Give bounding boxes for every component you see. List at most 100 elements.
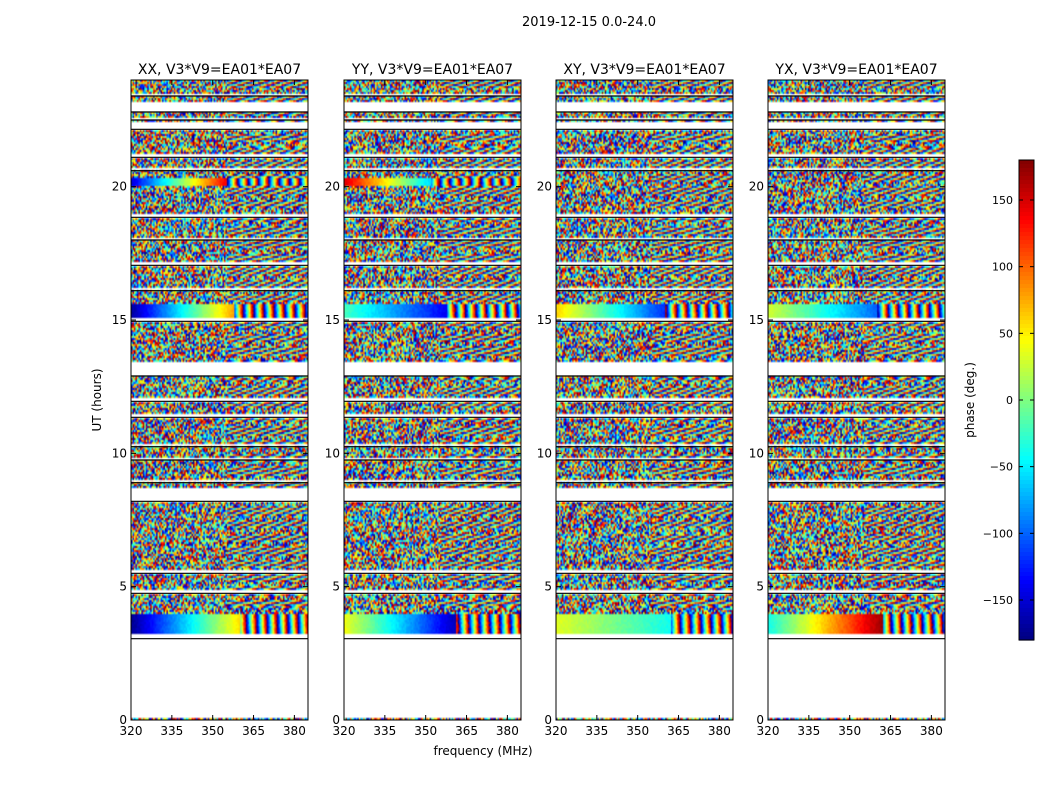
panel-2-ytick-label-0: 0 bbox=[332, 713, 340, 727]
colorbar-segment-4 bbox=[1019, 176, 1034, 181]
colorbar: 150 100 50 0 −50 −100 −150 bbox=[983, 159, 1035, 641]
colorbar-segment-117 bbox=[1019, 628, 1034, 633]
colorbar-segment-3 bbox=[1019, 172, 1034, 177]
panel-3: XY, V3*V9=EA01*EA07 320 335 350 365 380 0 5 10 15… bbox=[537, 62, 734, 738]
colorbar-segment-104 bbox=[1019, 576, 1034, 581]
panel-4-xtick-label-365: 365 bbox=[879, 724, 902, 738]
panel-1-ytick-label-15: 15 bbox=[112, 313, 127, 327]
colorbar-segment-81 bbox=[1019, 484, 1034, 489]
panel-2-ytick-label-5: 5 bbox=[332, 580, 340, 594]
colorbar-segment-94 bbox=[1019, 536, 1034, 541]
colorbar-segment-108 bbox=[1019, 592, 1034, 597]
colorbar-segment-43 bbox=[1019, 332, 1034, 337]
colorbar-tick-label--150: −150 bbox=[983, 594, 1013, 607]
colorbar-segment-62 bbox=[1019, 408, 1034, 413]
colorbar-segment-109 bbox=[1019, 596, 1034, 601]
panel-4-ytick-label-5: 5 bbox=[756, 580, 764, 594]
colorbar-segment-85 bbox=[1019, 500, 1034, 505]
colorbar-segment-80 bbox=[1019, 480, 1034, 485]
colorbar-segment-113 bbox=[1019, 612, 1034, 617]
colorbar-segment-26 bbox=[1019, 264, 1034, 269]
panel-3-xtick-label-320: 320 bbox=[545, 724, 568, 738]
colorbar-segment-78 bbox=[1019, 472, 1034, 477]
colorbar-segment-60 bbox=[1019, 400, 1034, 405]
panel-1-xtick-label-365: 365 bbox=[242, 724, 265, 738]
colorbar-segment-47 bbox=[1019, 348, 1034, 353]
colorbar-segment-27 bbox=[1019, 268, 1034, 273]
colorbar-segment-92 bbox=[1019, 528, 1034, 533]
colorbar-segment-111 bbox=[1019, 604, 1034, 609]
panel-1-frame bbox=[130, 79, 309, 721]
colorbar-segment-118 bbox=[1019, 632, 1034, 637]
colorbar-segment-59 bbox=[1019, 396, 1034, 401]
colorbar-segment-75 bbox=[1019, 460, 1034, 465]
y-axis-label: UT (hours) bbox=[90, 368, 104, 431]
panel-2-ytick-label-15: 15 bbox=[325, 313, 340, 327]
colorbar-segment-8 bbox=[1019, 192, 1034, 197]
colorbar-segment-37 bbox=[1019, 308, 1034, 313]
colorbar-segment-105 bbox=[1019, 580, 1034, 585]
colorbar-segment-63 bbox=[1019, 412, 1034, 417]
colorbar-segment-56 bbox=[1019, 384, 1034, 389]
panel-1-ytick-label-10: 10 bbox=[112, 446, 127, 460]
colorbar-segment-61 bbox=[1019, 404, 1034, 409]
panel-1-ytick-label-0: 0 bbox=[119, 713, 127, 727]
colorbar-segment-21 bbox=[1019, 244, 1034, 249]
colorbar-segment-96 bbox=[1019, 544, 1034, 549]
colorbar-segment-73 bbox=[1019, 452, 1034, 457]
panel-3-ytick-label-20: 20 bbox=[537, 180, 552, 194]
colorbar-segment-69 bbox=[1019, 436, 1034, 441]
colorbar-segment-102 bbox=[1019, 568, 1034, 573]
colorbar-segment-107 bbox=[1019, 588, 1034, 593]
panel-2-ytick-label-20: 20 bbox=[325, 180, 340, 194]
colorbar-segment-25 bbox=[1019, 260, 1034, 265]
panel-3-xtick-label-335: 335 bbox=[585, 724, 608, 738]
colorbar-segment-89 bbox=[1019, 516, 1034, 521]
panel-2-ytick-label-10: 10 bbox=[325, 446, 340, 460]
panel-1-xtick-label-320: 320 bbox=[120, 724, 143, 738]
panel-4-ytick-label-20: 20 bbox=[749, 180, 764, 194]
panel-4: YX, V3*V9=EA01*EA07 320 335 350 365 380 0 5 10 15… bbox=[749, 62, 946, 738]
colorbar-segment-14 bbox=[1019, 216, 1034, 221]
colorbar-segment-87 bbox=[1019, 508, 1034, 513]
colorbar-segment-9 bbox=[1019, 196, 1034, 201]
panel-2-xtick-label-365: 365 bbox=[455, 724, 478, 738]
colorbar-segment-112 bbox=[1019, 608, 1034, 613]
panel-1-ytick-label-20: 20 bbox=[112, 180, 127, 194]
colorbar-segment-23 bbox=[1019, 252, 1034, 257]
colorbar-segment-6 bbox=[1019, 184, 1034, 189]
colorbar-segment-93 bbox=[1019, 532, 1034, 537]
colorbar-segment-18 bbox=[1019, 232, 1034, 237]
colorbar-segment-12 bbox=[1019, 208, 1034, 213]
panel-4-xtick-label-335: 335 bbox=[797, 724, 820, 738]
colorbar-segment-5 bbox=[1019, 180, 1034, 185]
colorbar-segment-54 bbox=[1019, 376, 1034, 381]
colorbar-segment-53 bbox=[1019, 372, 1034, 377]
panel-3-ytick-label-15: 15 bbox=[537, 313, 552, 327]
panel-2-xtick-label-350: 350 bbox=[414, 724, 437, 738]
colorbar-segment-67 bbox=[1019, 428, 1034, 433]
panel-3-title: XY, V3*V9=EA01*EA07 bbox=[563, 62, 725, 78]
colorbar-segment-29 bbox=[1019, 276, 1034, 281]
colorbar-segment-84 bbox=[1019, 496, 1034, 501]
colorbar-segment-110 bbox=[1019, 600, 1034, 605]
colorbar-segment-50 bbox=[1019, 360, 1034, 365]
colorbar-segment-70 bbox=[1019, 440, 1034, 445]
colorbar-segment-65 bbox=[1019, 420, 1034, 425]
panel-1-xtick-label-335: 335 bbox=[160, 724, 183, 738]
panel-2-title: YY, V3*V9=EA01*EA07 bbox=[351, 62, 513, 78]
panel-4-xtick-label-380: 380 bbox=[920, 724, 943, 738]
colorbar-segment-55 bbox=[1019, 380, 1034, 385]
colorbar-segment-35 bbox=[1019, 300, 1034, 305]
panel-3-xtick-label-380: 380 bbox=[708, 724, 731, 738]
colorbar-segment-91 bbox=[1019, 524, 1034, 529]
panel-3-heatmap bbox=[556, 80, 733, 720]
colorbar-segment-99 bbox=[1019, 556, 1034, 561]
panel-3-ytick-label-5: 5 bbox=[544, 580, 552, 594]
panel-1-xtick-label-350: 350 bbox=[201, 724, 224, 738]
colorbar-segment-32 bbox=[1019, 288, 1034, 293]
colorbar-segment-22 bbox=[1019, 248, 1034, 253]
colorbar-segment-68 bbox=[1019, 432, 1034, 437]
colorbar-segment-71 bbox=[1019, 444, 1034, 449]
